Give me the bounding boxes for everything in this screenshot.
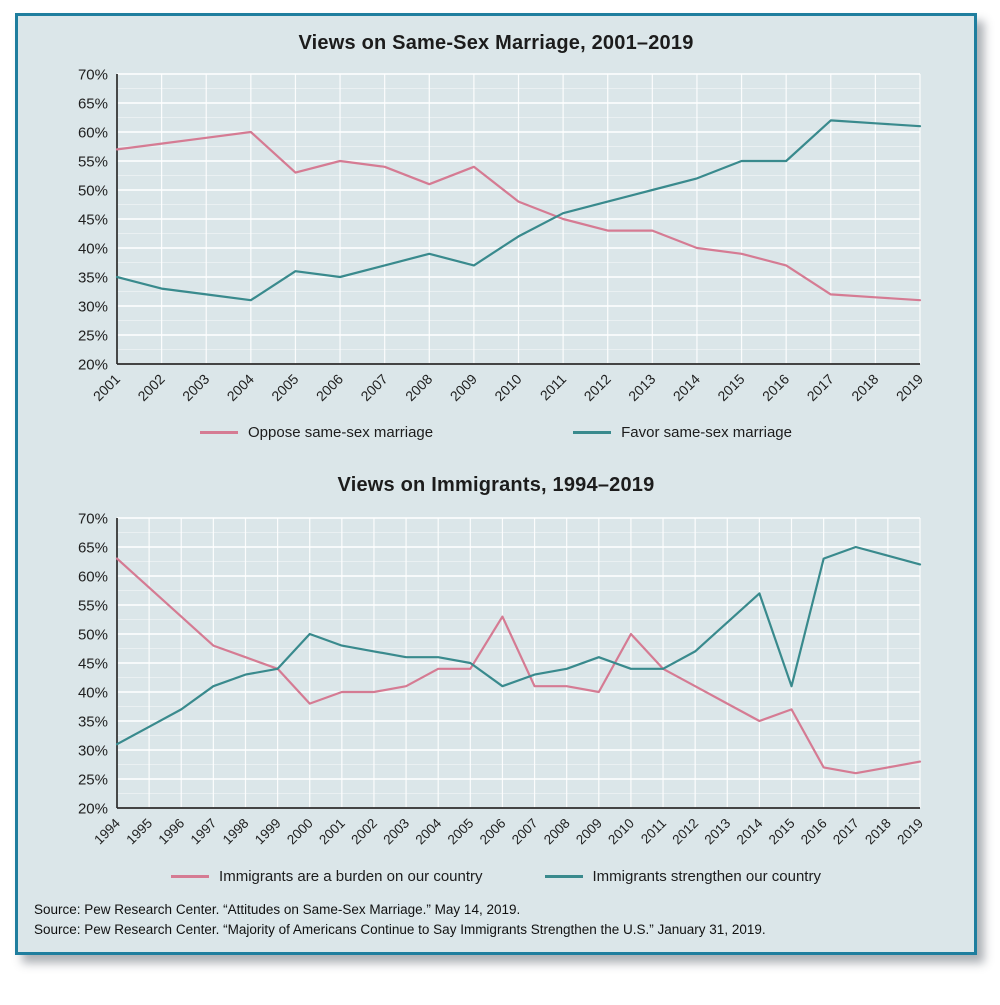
legend-item-favor: Favor same-sex marriage: [573, 424, 792, 441]
x-tick-label: 2018: [848, 371, 881, 404]
data-line-0: [115, 130, 922, 302]
burden-line-swatch: [171, 875, 210, 878]
x-tick-label: 2012: [669, 816, 701, 848]
x-tick-label: 2008: [541, 816, 573, 848]
y-tick-label: 70%: [78, 510, 108, 527]
x-tick-label: 2013: [702, 816, 734, 848]
immigrants-chart: 20%25%30%35%40%45%50%55%60%65%70%1994 199…: [78, 510, 926, 848]
y-tick-label: 25%: [78, 771, 108, 788]
x-tick-label: 2000: [284, 816, 316, 848]
x-tick-label: 2005: [445, 816, 477, 848]
y-tick-label: 30%: [78, 742, 108, 759]
y-tick-label: 55%: [78, 153, 108, 170]
x-tick-label: 2007: [357, 371, 390, 404]
x-tick-label: 1997: [188, 816, 220, 848]
x-tick-label: 2016: [759, 371, 792, 404]
x-tick-label: 2011: [537, 371, 570, 404]
y-tick-label: 20%: [78, 800, 108, 817]
y-tick-label: 70%: [78, 66, 108, 83]
data-line-0: [115, 557, 922, 775]
data-line-1: [115, 119, 922, 302]
x-tick-label: 2008: [402, 371, 435, 404]
x-tick-label: 1995: [123, 816, 155, 848]
same-sex-marriage-legend: Oppose same-sex marriage Favor same-sex …: [18, 424, 974, 441]
favor-legend-label: Favor same-sex marriage: [621, 424, 792, 441]
y-tick-label: 65%: [78, 539, 108, 556]
x-tick-label: 2016: [798, 816, 830, 848]
y-tick-label: 25%: [78, 327, 108, 344]
y-tick-label: 60%: [78, 124, 108, 141]
burden-legend-label: Immigrants are a burden on our country: [219, 868, 483, 885]
y-tick-label: 55%: [78, 597, 108, 614]
x-tick-label: 1998: [220, 816, 252, 848]
same-sex-marriage-chart-title: Views on Same-Sex Marriage, 2001–2019: [298, 32, 694, 54]
y-tick-label: 30%: [78, 298, 108, 315]
x-tick-label: 1999: [252, 816, 284, 848]
x-tick-label: 2018: [862, 816, 894, 848]
y-tick-label: 20%: [78, 356, 108, 373]
x-tick-label: 2009: [573, 816, 605, 848]
x-tick-label: 2009: [447, 371, 480, 404]
x-tick-label: 2011: [638, 816, 669, 847]
y-tick-label: 65%: [78, 95, 108, 112]
x-tick-label: 2002: [134, 371, 167, 404]
x-tick-label: 2014: [734, 815, 766, 847]
figure-card: Views on Same-Sex Marriage, 2001–2019 20…: [15, 13, 977, 955]
immigrants-chart-title: Views on Immigrants, 1994–2019: [337, 474, 655, 496]
x-tick-label: 2010: [491, 371, 524, 404]
x-tick-label: 2003: [179, 371, 212, 404]
x-tick-label: 2007: [509, 816, 541, 848]
x-tick-label: 2015: [766, 816, 798, 848]
favor-line-swatch: [573, 431, 612, 434]
x-tick-label: 2006: [313, 371, 346, 404]
x-tick-label: 2006: [477, 816, 509, 848]
source-notes: Source: Pew Research Center. “Attitudes …: [34, 900, 766, 939]
x-tick-label: 2004: [412, 815, 444, 847]
same-sex-marriage-chart: 20% 25% 30% 35% 40% 45% 50% 55% 60% 65% 70% 2001 200…: [78, 66, 926, 404]
legend-item-strengthen: Immigrants strengthen our country: [544, 868, 821, 885]
source-line-immigrants: Source: Pew Research Center. “Majority o…: [34, 921, 766, 937]
y-tick-label: 60%: [78, 568, 108, 585]
y-tick-label: 35%: [78, 269, 108, 286]
strengthen-line-swatch: [544, 875, 583, 878]
y-tick-label: 35%: [78, 713, 108, 730]
x-tick-label: 2013: [625, 371, 658, 404]
y-tick-label: 50%: [78, 182, 108, 199]
x-tick-label: 2002: [348, 816, 380, 848]
x-tick-label: 2001: [90, 371, 123, 404]
x-tick-label: 2017: [804, 371, 837, 404]
y-tick-label: 45%: [78, 655, 108, 672]
x-tick-label: 2003: [380, 816, 412, 848]
x-tick-label: 2019: [893, 371, 926, 404]
x-tick-label: 2005: [268, 371, 301, 404]
y-tick-label: 40%: [78, 240, 108, 257]
immigrants-legend: Immigrants are a burden on our country I…: [18, 868, 974, 885]
x-tick-label: 2014: [670, 371, 703, 404]
x-tick-label: 2019: [894, 816, 926, 848]
x-tick-label: 2004: [224, 371, 257, 404]
legend-item-oppose: Oppose same-sex marriage: [200, 424, 433, 441]
data-line-1: [115, 545, 922, 746]
x-tick-label: 2010: [605, 816, 637, 848]
y-tick-label: 50%: [78, 626, 108, 643]
legend-item-burden: Immigrants are a burden on our country: [171, 868, 483, 885]
oppose-line-swatch: [200, 431, 239, 434]
x-tick-label: 2001: [316, 816, 348, 848]
x-tick-label: 2015: [714, 371, 747, 404]
x-tick-label: 2017: [830, 816, 862, 848]
x-tick-label: 2012: [580, 371, 613, 404]
x-tick-label: 1996: [156, 816, 188, 848]
x-tick-label: 1994: [91, 815, 123, 847]
source-line-same-sex-marriage: Source: Pew Research Center. “Attitudes …: [34, 902, 521, 917]
y-tick-label: 45%: [78, 211, 108, 228]
y-tick-label: 40%: [78, 684, 108, 701]
strengthen-legend-label: Immigrants strengthen our country: [592, 868, 821, 885]
oppose-legend-label: Oppose same-sex marriage: [248, 424, 434, 441]
